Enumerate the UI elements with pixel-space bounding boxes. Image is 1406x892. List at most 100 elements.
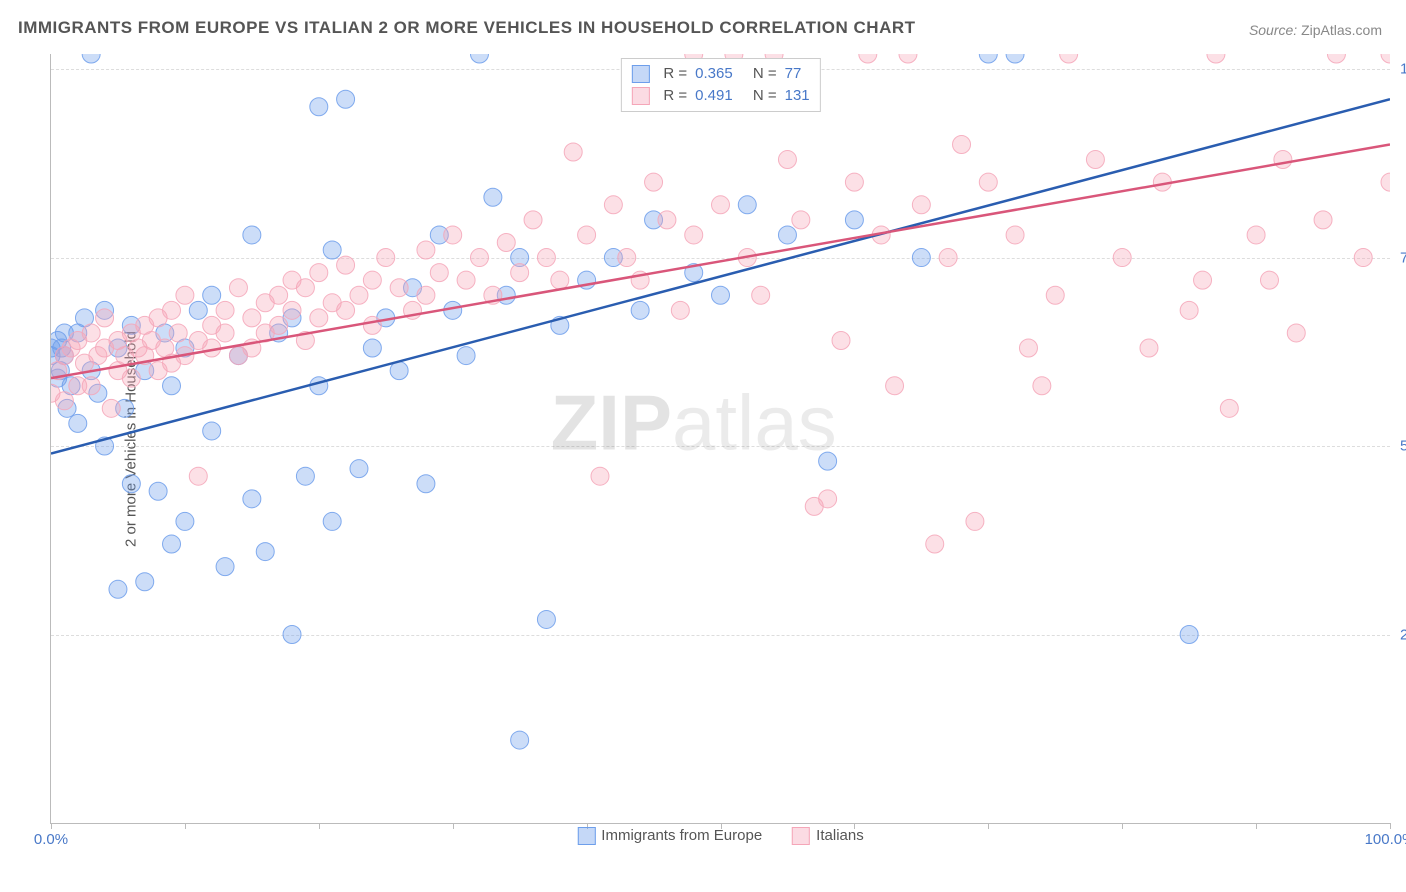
data-point <box>283 309 301 327</box>
data-point <box>176 512 194 530</box>
source-attribution: Source: ZipAtlas.com <box>1249 22 1382 38</box>
data-point <box>685 226 703 244</box>
data-point <box>1033 377 1051 395</box>
data-point <box>979 54 997 63</box>
stat-r-value-1: 0.365 <box>695 63 733 85</box>
stat-n-label: N = <box>753 63 777 85</box>
data-point <box>55 347 73 365</box>
legend-swatch-series2-bottom <box>792 827 810 845</box>
y-tick-label: 50.0% <box>1396 438 1406 455</box>
data-point <box>470 54 488 63</box>
data-point <box>163 377 181 395</box>
trend-line <box>51 99 1390 453</box>
data-point <box>363 271 381 289</box>
data-point <box>845 173 863 191</box>
data-point <box>69 414 87 432</box>
x-tick <box>1390 823 1391 829</box>
data-point <box>323 241 341 259</box>
data-point <box>631 271 649 289</box>
data-point <box>229 347 247 365</box>
data-point <box>511 264 529 282</box>
data-point <box>390 362 408 380</box>
data-point <box>96 339 114 357</box>
data-point <box>363 339 381 357</box>
data-point <box>51 384 60 402</box>
data-point <box>51 339 60 357</box>
data-point <box>283 301 301 319</box>
data-point <box>323 294 341 312</box>
data-point <box>310 377 328 395</box>
data-point <box>53 339 71 357</box>
data-point <box>296 279 314 297</box>
data-point <box>337 301 355 319</box>
data-point <box>979 173 997 191</box>
data-point <box>685 264 703 282</box>
data-point <box>430 264 448 282</box>
data-point <box>55 347 73 365</box>
data-point <box>1327 54 1345 63</box>
data-point <box>75 309 93 327</box>
data-point <box>82 377 100 395</box>
gridline-h <box>51 446 1390 447</box>
stat-r-label: R = <box>663 85 687 107</box>
data-point <box>149 309 167 327</box>
data-point <box>886 377 904 395</box>
data-point <box>377 309 395 327</box>
data-point <box>62 377 80 395</box>
data-point <box>537 610 555 628</box>
data-point <box>497 286 515 304</box>
data-point <box>169 324 187 342</box>
data-point <box>671 301 689 319</box>
data-point <box>176 286 194 304</box>
data-point <box>62 339 80 357</box>
y-tick-label: 75.0% <box>1396 249 1406 266</box>
data-point <box>270 316 288 334</box>
data-point <box>712 196 730 214</box>
y-tick-label: 100.0% <box>1396 61 1406 78</box>
data-point <box>82 54 100 63</box>
data-point <box>69 377 87 395</box>
data-point <box>430 226 448 244</box>
data-point <box>310 264 328 282</box>
data-point <box>1006 226 1024 244</box>
data-point <box>102 399 120 417</box>
stat-r-label: R = <box>663 63 687 85</box>
data-point <box>444 301 462 319</box>
data-point <box>96 309 114 327</box>
data-point <box>1287 324 1305 342</box>
data-point <box>176 347 194 365</box>
data-point <box>645 173 663 191</box>
chart-title: IMMIGRANTS FROM EUROPE VS ITALIAN 2 OR M… <box>18 18 916 38</box>
data-point <box>631 301 649 319</box>
stats-row-series1: R = 0.365 N = 77 <box>631 63 809 85</box>
data-point <box>1194 271 1212 289</box>
data-point <box>805 497 823 515</box>
data-point <box>75 354 93 372</box>
legend-swatch-series2 <box>631 87 649 105</box>
data-point <box>524 211 542 229</box>
data-point <box>55 324 73 342</box>
data-point <box>243 309 261 327</box>
data-point <box>1247 226 1265 244</box>
data-point <box>203 286 221 304</box>
data-point <box>1381 173 1390 191</box>
y-axis-title: 2 or more Vehicles in Household <box>122 331 139 547</box>
data-point <box>457 271 475 289</box>
data-point <box>484 286 502 304</box>
data-point <box>189 301 207 319</box>
plot-layer <box>51 54 1390 823</box>
data-point <box>96 301 114 319</box>
data-point <box>1274 151 1292 169</box>
data-point <box>792 211 810 229</box>
data-point <box>417 475 435 493</box>
legend-label-series2: Italians <box>816 827 864 844</box>
data-point <box>845 211 863 229</box>
data-point <box>243 490 261 508</box>
data-point <box>859 54 877 63</box>
data-point <box>229 279 247 297</box>
data-point <box>1220 399 1238 417</box>
x-tick <box>453 823 454 829</box>
data-point <box>1153 173 1171 191</box>
data-point <box>82 324 100 342</box>
data-point <box>497 233 515 251</box>
